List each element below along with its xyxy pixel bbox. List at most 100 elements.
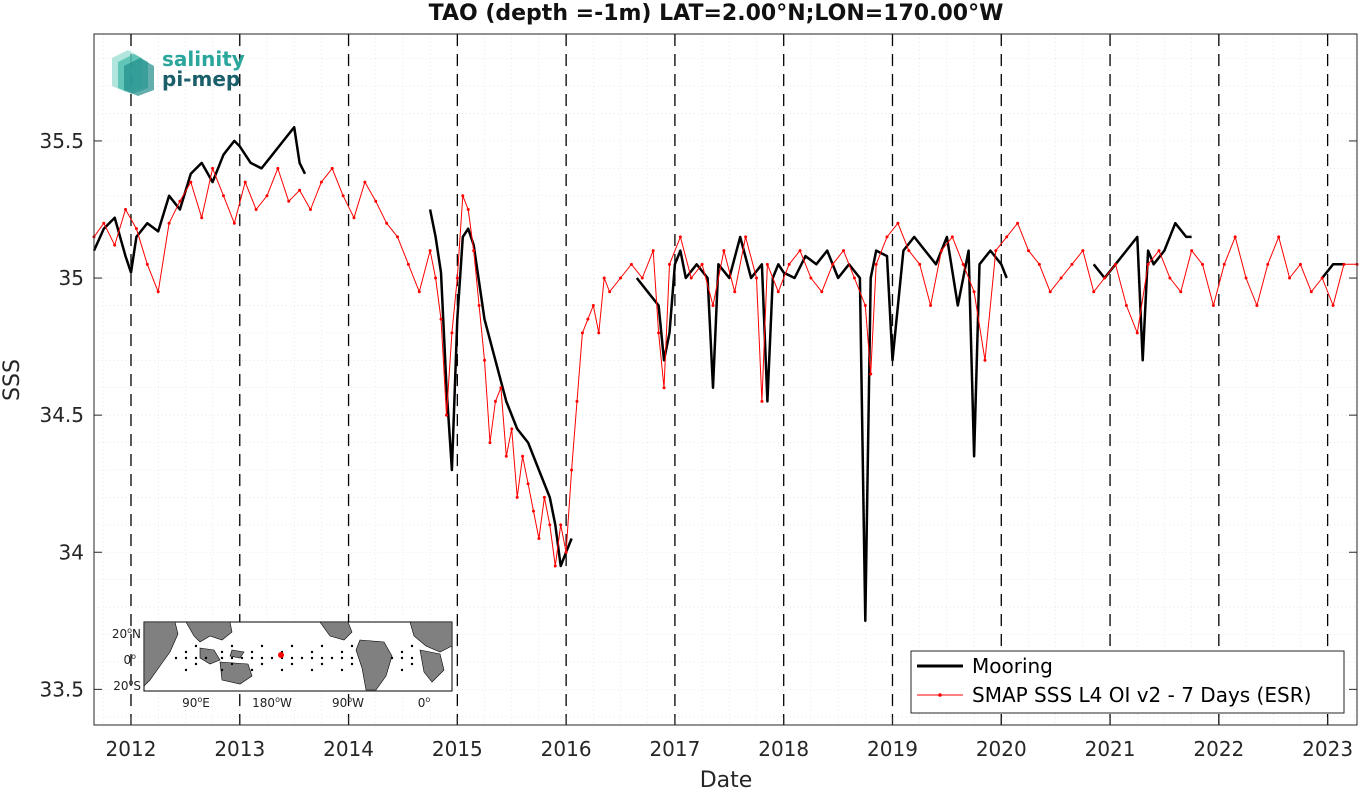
inset-map-frame (143, 621, 453, 692)
series-point-smap (276, 166, 280, 170)
x-tick-label: 2013 (214, 737, 265, 761)
inset-map: 20oN 0o 20oS 90oE 180oW 90oW 0o (112, 621, 453, 710)
series-point-smap (1124, 303, 1128, 307)
series-point-smap (1320, 276, 1324, 280)
y-tick-label: 33.5 (39, 677, 84, 701)
series-point-smap (330, 166, 334, 170)
series-point-smap (1244, 276, 1248, 280)
series-point-smap (439, 317, 443, 321)
series-point-smap (678, 235, 682, 239)
series-point-smap (466, 207, 470, 211)
series-point-smap (434, 276, 438, 280)
series-point-smap (417, 290, 421, 294)
series-point-smap (662, 386, 666, 390)
series-point-smap (521, 454, 525, 458)
series-point-smap (254, 207, 258, 211)
series-point-smap (591, 303, 595, 307)
series-point-smap (787, 262, 791, 266)
mooring-dot (400, 668, 404, 672)
x-tick-label: 2015 (432, 737, 483, 761)
mooring-dot (260, 662, 264, 666)
mooring-dot (310, 656, 314, 660)
series-point-smap (619, 276, 623, 280)
series-point-smap (961, 262, 965, 266)
mooring-dot (250, 656, 254, 660)
series-point-smap (852, 276, 856, 280)
series-point-smap (570, 468, 574, 472)
mooring-dot (250, 668, 254, 672)
series-point-smap (667, 262, 671, 266)
series-point-smap (798, 249, 802, 253)
series-point-smap (1092, 290, 1096, 294)
mooring-dot (260, 644, 264, 648)
mooring-dot (310, 650, 314, 654)
series-point-smap (548, 523, 552, 527)
mooring-dot (260, 656, 264, 660)
x-tick-label: 2022 (1193, 737, 1244, 761)
series-point-smap (1190, 249, 1194, 253)
series-point-smap (363, 180, 367, 184)
mooring-dot (400, 650, 404, 654)
series-point-smap (211, 166, 215, 170)
series-point-smap (298, 188, 302, 192)
series-point-smap (450, 331, 454, 335)
series-point-smap (455, 276, 459, 280)
mooring-dot (320, 656, 324, 660)
series-point-smap (1135, 331, 1139, 335)
series-point-smap (232, 221, 236, 225)
mooring-dot (240, 656, 244, 660)
mooring-dot (390, 656, 394, 660)
wave-logo-icon (112, 50, 154, 96)
series-point-smap (504, 454, 508, 458)
mooring-dot (340, 668, 344, 672)
mooring-dot (320, 662, 324, 666)
map-lon-label-90w: 90oW (332, 695, 364, 710)
series-point-smap (396, 235, 400, 239)
series-point-smap (1255, 303, 1259, 307)
series-point-smap (1005, 235, 1009, 239)
series-point-smap (1059, 276, 1063, 280)
series-point-smap (820, 290, 824, 294)
x-axis-label: Date (700, 768, 753, 790)
chart-title: TAO (depth =-1m) LAT=2.00°N;LON=170.00°W (429, 1, 1004, 26)
x-tick-label: 2023 (1302, 737, 1353, 761)
series-point-smap (863, 303, 867, 307)
legend-box (910, 650, 1345, 714)
series-point-smap (341, 194, 345, 198)
x-tick-label: 2021 (1085, 737, 1136, 761)
mooring-dot (400, 656, 404, 660)
mooring-dot (194, 662, 198, 666)
series-point-smap (586, 317, 590, 321)
series-point-smap (406, 262, 410, 266)
series-point-smap (722, 249, 726, 253)
series-point-smap (374, 199, 378, 203)
series-point-smap (178, 199, 182, 203)
y-axis-label: SSS (0, 359, 25, 401)
map-lat-label-0: 0o (123, 652, 136, 667)
series-point-smap (575, 399, 579, 403)
series-point-smap (526, 482, 530, 486)
mooring-dot (230, 656, 234, 660)
series-point-smap (580, 331, 584, 335)
series-point-smap (499, 386, 503, 390)
series-point-smap (1309, 290, 1313, 294)
series-point-smap (760, 399, 764, 403)
series-point-smap (939, 249, 943, 253)
y-tick-label: 34.5 (39, 403, 84, 427)
series-point-smap (831, 262, 835, 266)
series-point-smap (308, 207, 312, 211)
mooring-dot (300, 656, 304, 660)
series-point-smap (1016, 221, 1020, 225)
map-lat-label-20s: 20oS (113, 678, 141, 693)
mooring-dot (330, 656, 334, 660)
series-point-smap (1288, 276, 1292, 280)
series-point-smap (1157, 249, 1161, 253)
legend-swatch-smap-marker (938, 693, 942, 697)
y-axis: 33.5 34 34.5 35 35.5 (39, 129, 1357, 701)
x-tick-label: 2020 (976, 737, 1027, 761)
mooring-dot (280, 668, 284, 672)
series-point-smap (1026, 249, 1030, 253)
series-point-smap (755, 276, 759, 280)
mooring-dot (340, 656, 344, 660)
series-point-smap (1266, 262, 1270, 266)
